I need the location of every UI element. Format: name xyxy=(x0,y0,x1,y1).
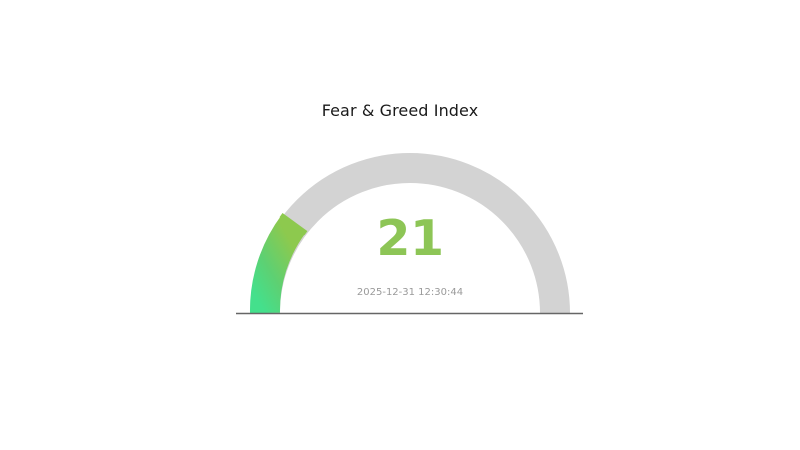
chart-title: Fear & Greed Index xyxy=(321,101,479,120)
gauge-value-arc xyxy=(250,215,306,313)
gauge-value-group xyxy=(250,213,308,313)
gauge-value-text: 21 xyxy=(376,210,444,267)
gauge-timestamp: 2025-12-31 12:30:44 xyxy=(356,287,464,298)
gauge-tick-marker-icon xyxy=(279,213,308,236)
